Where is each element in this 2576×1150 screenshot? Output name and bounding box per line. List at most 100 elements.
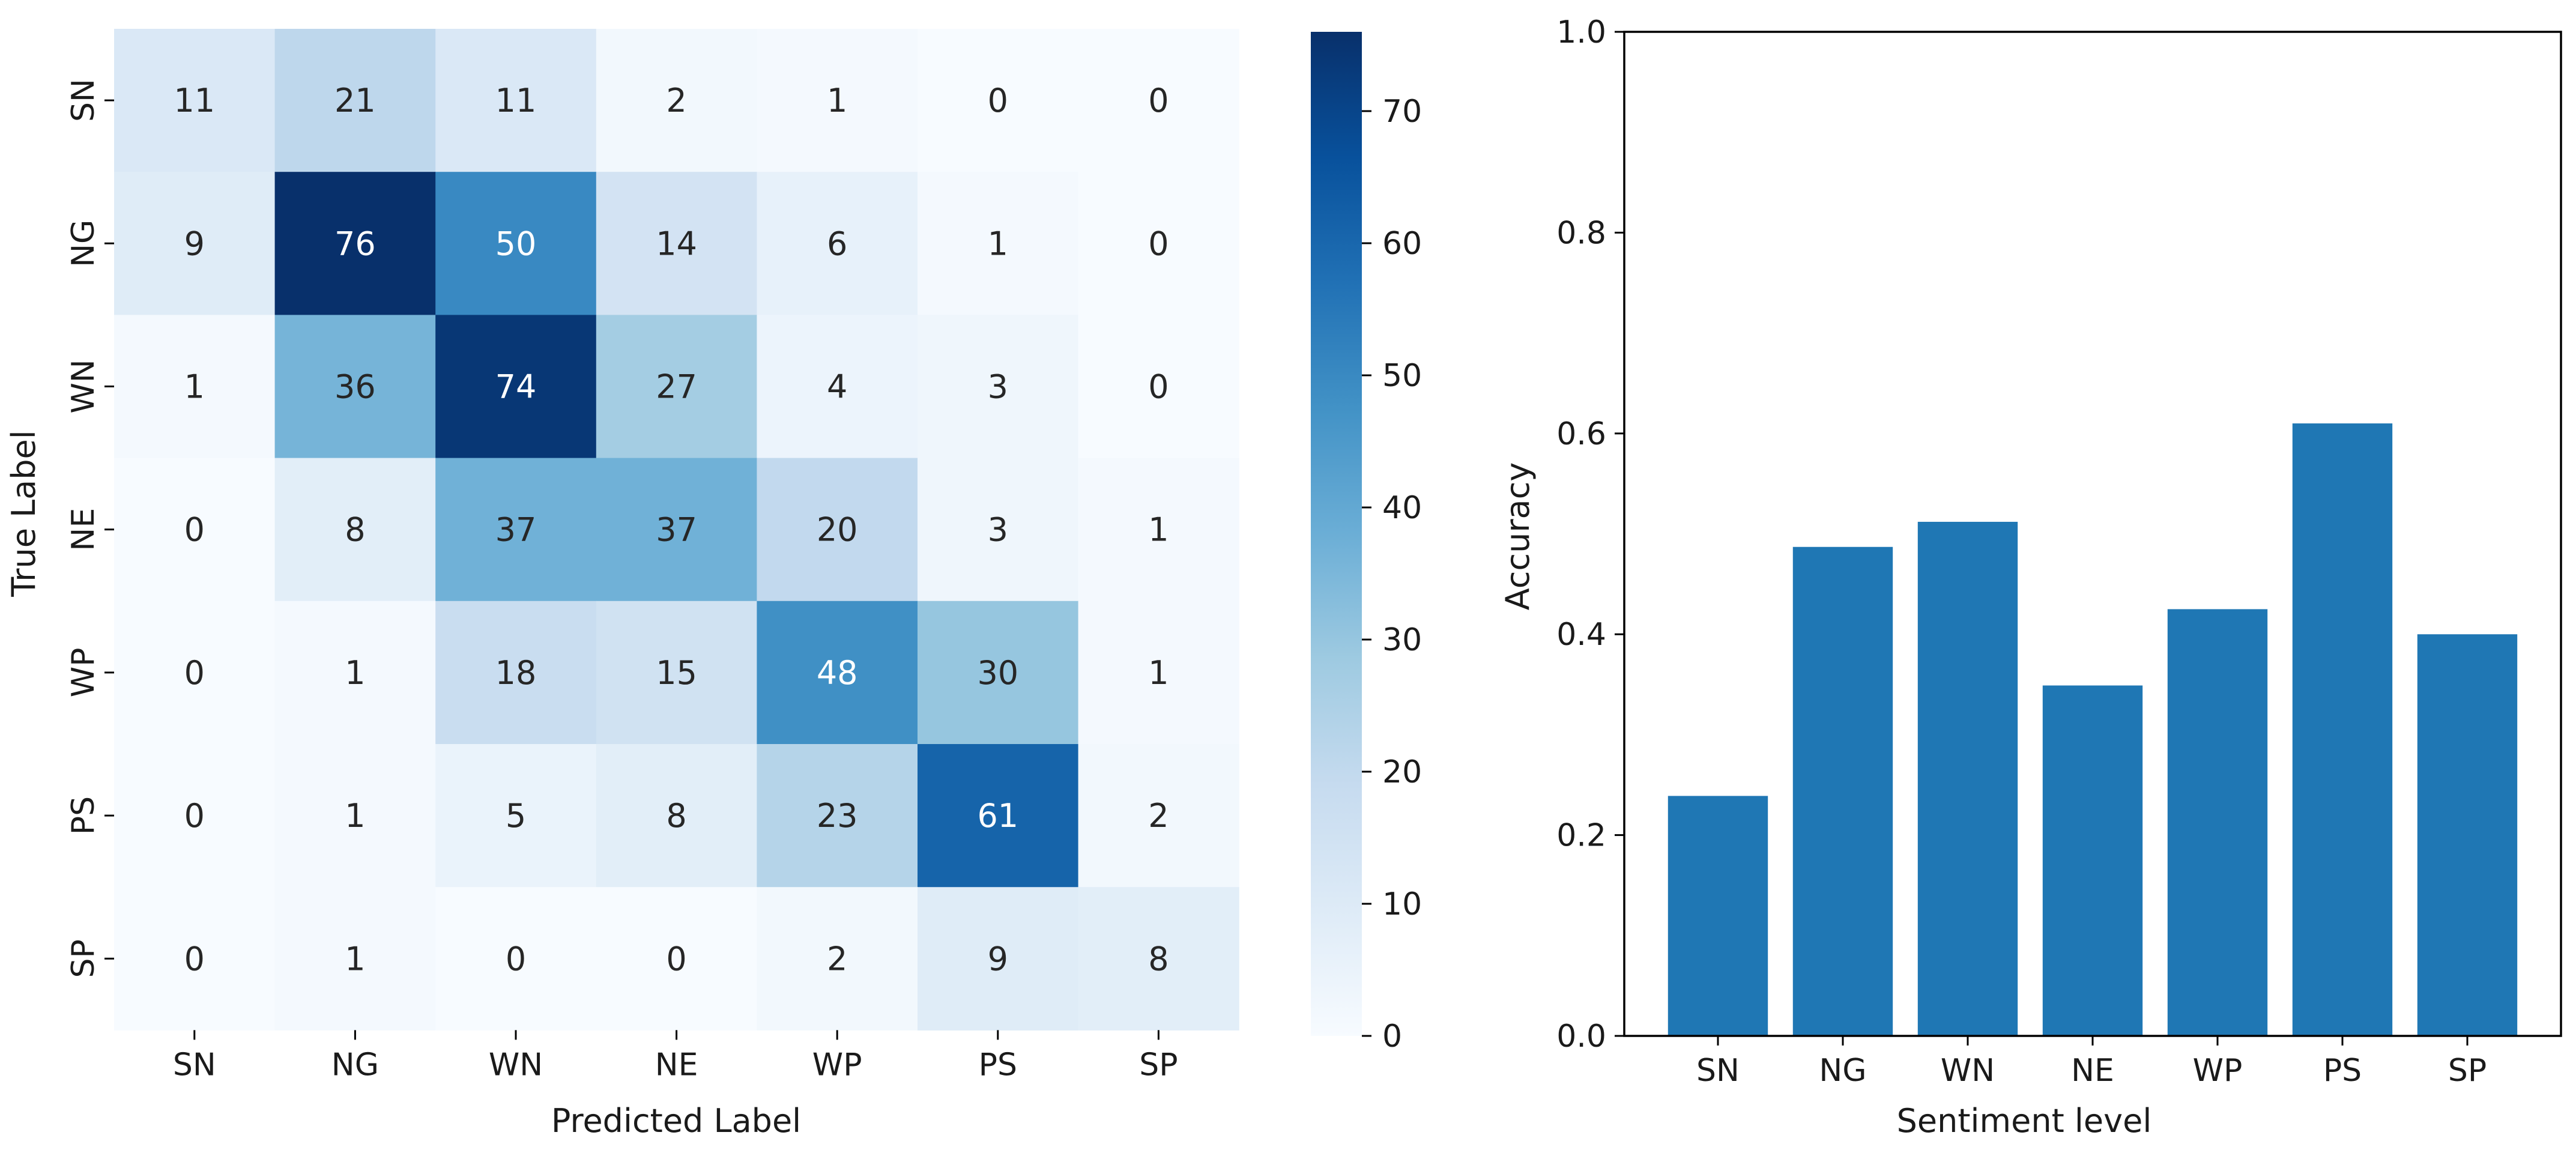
bar-chart-y-tick-label: 0.6 bbox=[1556, 416, 1606, 452]
heatmap-cell bbox=[596, 29, 757, 172]
heatmap-cell-value: 1 bbox=[184, 368, 205, 406]
heatmap-cell-value: 0 bbox=[1148, 82, 1169, 120]
colorbar-gradient bbox=[1311, 32, 1362, 1036]
accuracy-bar bbox=[1917, 521, 2018, 1036]
heatmap-cell bbox=[114, 744, 276, 888]
accuracy-bar bbox=[2042, 685, 2143, 1036]
heatmap-cell bbox=[596, 172, 757, 315]
heatmap-x-tick-label: NG bbox=[331, 1047, 379, 1083]
heatmap-cell-value: 11 bbox=[174, 82, 215, 120]
heatmap-y-axis-label: True Label bbox=[5, 430, 43, 598]
heatmap-cell-value: 20 bbox=[817, 511, 858, 549]
bar-chart-x-ticks: SN NG WN NE WP PS SP bbox=[1696, 1036, 2487, 1089]
heatmap-y-tick-label: SP bbox=[65, 939, 101, 978]
heatmap-cell bbox=[757, 172, 918, 315]
heatmap-cell bbox=[596, 601, 757, 745]
heatmap-cell-value: 0 bbox=[184, 940, 205, 978]
heatmap-cell bbox=[757, 744, 918, 888]
heatmap-cell bbox=[757, 458, 918, 602]
heatmap-x-tick-label: WN bbox=[489, 1047, 543, 1083]
heatmap-cell bbox=[114, 601, 276, 745]
heatmap-cell-value: 9 bbox=[988, 940, 1008, 978]
bar-chart-y-axis-label: Accuracy bbox=[1499, 462, 1537, 611]
heatmap-cell bbox=[918, 601, 1079, 745]
colorbar-tick-label: 50 bbox=[1382, 358, 1422, 394]
bar-chart-x-axis-label: Sentiment level bbox=[1897, 1102, 2152, 1140]
heatmap-cell-value: 1 bbox=[345, 654, 365, 692]
heatmap-cell-value: 9 bbox=[184, 225, 205, 262]
bar-chart-y-ticks: 0.0 0.2 0.4 0.6 0.8 1.0 bbox=[1556, 14, 1624, 1055]
confusion-matrix-heatmap: 11 21 11 2 1 0 09 76 50 14 6 1 01 36 74 27 4 3 00 8 37 37 20 3 1… bbox=[5, 29, 1239, 1140]
heatmap-cell bbox=[918, 458, 1079, 602]
heatmap-cell bbox=[1078, 172, 1239, 315]
heatmap-cell bbox=[596, 887, 757, 1030]
heatmap-x-axis-label: Predicted Label bbox=[551, 1102, 801, 1140]
heatmap-cell-value: 37 bbox=[495, 511, 537, 549]
heatmap-cell-value: 14 bbox=[656, 225, 697, 262]
heatmap-cell bbox=[274, 887, 436, 1030]
heatmap-cell-value: 0 bbox=[184, 797, 205, 835]
heatmap-cell-value: 48 bbox=[817, 654, 858, 692]
heatmap-cell bbox=[435, 601, 597, 745]
bar-chart-y-tick-label: 0.8 bbox=[1556, 215, 1606, 251]
heatmap-cell bbox=[1078, 315, 1239, 459]
bar-chart-x-tick-label: WN bbox=[1941, 1053, 1995, 1089]
heatmap-cell-value: 0 bbox=[1148, 225, 1169, 262]
heatmap-y-tick-label: SN bbox=[65, 79, 101, 122]
heatmap-cell bbox=[596, 458, 757, 602]
bar-chart-x-tick-label: NE bbox=[2071, 1053, 2114, 1089]
heatmap-y-tick-label: WP bbox=[65, 648, 101, 698]
heatmap-cell-value: 27 bbox=[656, 368, 697, 406]
heatmap-x-tick-label: SP bbox=[1139, 1047, 1178, 1083]
heatmap-cell bbox=[114, 315, 276, 459]
heatmap-cell-value: 61 bbox=[977, 797, 1018, 835]
heatmap-cell bbox=[274, 172, 436, 315]
heatmap-cell bbox=[1078, 744, 1239, 888]
accuracy-bar-chart: 0.0 0.2 0.4 0.6 0.8 1.0 SN NG WN NE WP PS SP Sentim… bbox=[1499, 14, 2562, 1140]
heatmap-y-tick-label: WN bbox=[65, 359, 101, 413]
heatmap-cell-labels: 11 21 11 2 1 0 09 76 50 14 6 1 01 36 74 27 4 3 00 8 37 37 20 3 1… bbox=[174, 82, 1169, 978]
heatmap-cell bbox=[114, 887, 276, 1030]
heatmap-cell-value: 3 bbox=[988, 511, 1008, 549]
heatmap-cell-value: 3 bbox=[988, 368, 1008, 406]
bar-chart-x-tick-label: WP bbox=[2193, 1053, 2243, 1089]
colorbar-tick-label: 70 bbox=[1382, 94, 1422, 130]
colorbar-tick-label: 30 bbox=[1382, 622, 1422, 658]
heatmap-cell bbox=[114, 29, 276, 172]
heatmap-x-tick-label: PS bbox=[979, 1047, 1017, 1083]
heatmap-cell-value: 36 bbox=[334, 368, 376, 406]
heatmap-cell-value: 21 bbox=[334, 82, 376, 120]
heatmap-cell bbox=[1078, 887, 1239, 1030]
heatmap-cell-value: 0 bbox=[1148, 368, 1169, 406]
accuracy-bar bbox=[2167, 609, 2268, 1036]
accuracy-bar bbox=[1667, 796, 1768, 1036]
colorbar: 0 10 20 30 40 50 60 70 bbox=[1311, 32, 1422, 1055]
heatmap-cell-value: 0 bbox=[506, 940, 526, 978]
heatmap-x-ticks: SN NG WN NE WP PS SP bbox=[173, 1030, 1178, 1083]
heatmap-x-tick-label: NE bbox=[655, 1047, 698, 1083]
bar-chart-x-tick-label: SP bbox=[2448, 1053, 2487, 1089]
heatmap-cell bbox=[435, 172, 597, 315]
heatmap-cell-value: 0 bbox=[184, 654, 205, 692]
heatmap-cell bbox=[274, 458, 436, 602]
heatmap-cell-value: 1 bbox=[345, 797, 365, 835]
colorbar-tick-label: 20 bbox=[1382, 754, 1422, 790]
heatmap-cell bbox=[114, 172, 276, 315]
heatmap-cell bbox=[596, 315, 757, 459]
heatmap-cell bbox=[435, 29, 597, 172]
bar-chart-y-tick-label: 0.4 bbox=[1556, 617, 1606, 653]
heatmap-cell-value: 15 bbox=[656, 654, 697, 692]
heatmap-cell-value: 50 bbox=[495, 225, 537, 262]
heatmap-cell bbox=[757, 29, 918, 172]
heatmap-cell-value: 8 bbox=[345, 511, 365, 549]
heatmap-cell-value: 37 bbox=[656, 511, 697, 549]
heatmap-cell bbox=[918, 29, 1079, 172]
heatmap-cell-value: 1 bbox=[1148, 654, 1169, 692]
heatmap-cell bbox=[757, 887, 918, 1030]
bar-chart-x-tick-label: NG bbox=[1819, 1053, 1866, 1089]
heatmap-cell-value: 74 bbox=[495, 368, 537, 406]
bar-chart-x-tick-label: PS bbox=[2323, 1053, 2362, 1089]
heatmap-cell bbox=[274, 29, 436, 172]
heatmap-cell-value: 1 bbox=[1148, 511, 1169, 549]
